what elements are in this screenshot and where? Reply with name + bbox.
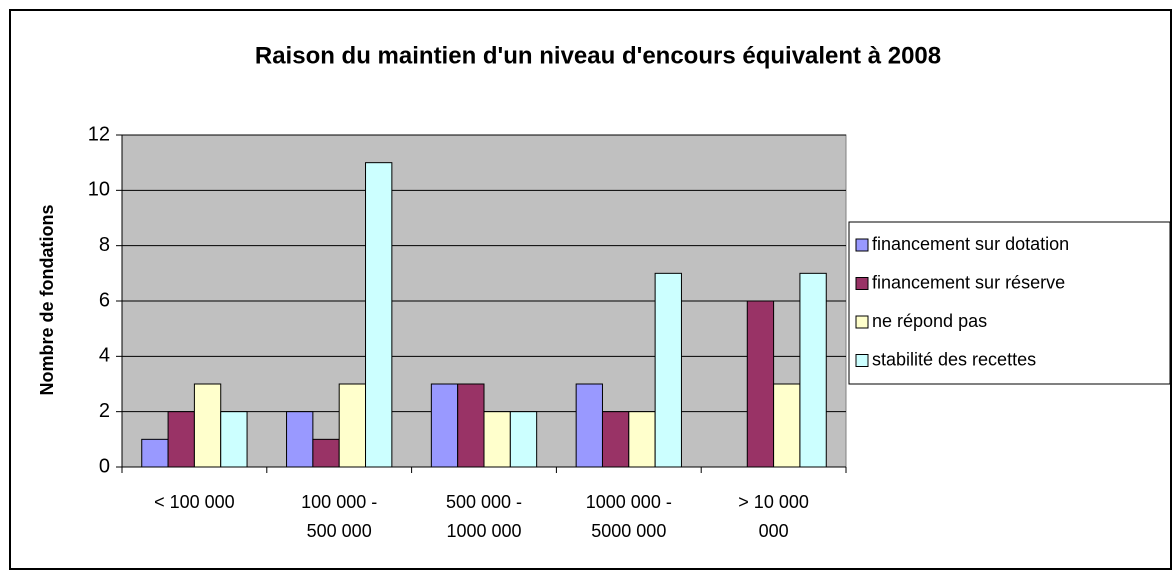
bar (483, 411, 511, 468)
y-tick-label: 8 (99, 234, 110, 256)
bar (167, 411, 195, 468)
y-tick-label: 4 (99, 345, 110, 367)
bar (338, 383, 367, 468)
bar (773, 383, 801, 468)
legend-label: stabilité des recettes (872, 349, 1036, 369)
bar (457, 383, 485, 468)
legend-swatch (855, 238, 869, 252)
legend-swatch (855, 315, 869, 329)
chart-title: Raison du maintien d'un niveau d'encours… (255, 42, 941, 69)
x-tick-label: < 100 000 (154, 492, 235, 512)
bar (312, 438, 340, 468)
bar (220, 411, 248, 468)
legend-label: financement sur réserve (872, 272, 1065, 292)
x-tick-label: > 10 000 000 (738, 492, 809, 541)
bar (430, 383, 459, 468)
bar (746, 300, 775, 468)
bar (799, 272, 827, 468)
x-tick-label: 500 000 - 1000 000 (445, 492, 523, 541)
y-tick-label: 12 (88, 123, 110, 145)
x-tick-label: 100 000 - 500 000 (301, 492, 378, 541)
y-tick-label: 0 (99, 455, 110, 477)
bar (141, 438, 169, 468)
bar (601, 411, 630, 468)
y-tick-label: 2 (99, 400, 110, 422)
y-tick-label: 10 (88, 179, 110, 201)
bar (509, 411, 538, 468)
legend-label: financement sur dotation (872, 234, 1069, 254)
legend-swatch (855, 277, 869, 290)
legend-swatch (855, 354, 869, 367)
x-tick-label: 1000 000 - 5000 000 (585, 492, 672, 541)
bar (286, 411, 314, 468)
bar (575, 383, 603, 468)
bar (628, 411, 656, 468)
bar (654, 272, 682, 468)
bar (193, 383, 222, 468)
legend-label: ne répond pas (872, 311, 987, 331)
y-tick-label: 6 (99, 289, 110, 311)
legend-box (848, 221, 1171, 385)
bar (365, 162, 393, 468)
y-axis-label: Nombre de fondations (37, 204, 57, 395)
